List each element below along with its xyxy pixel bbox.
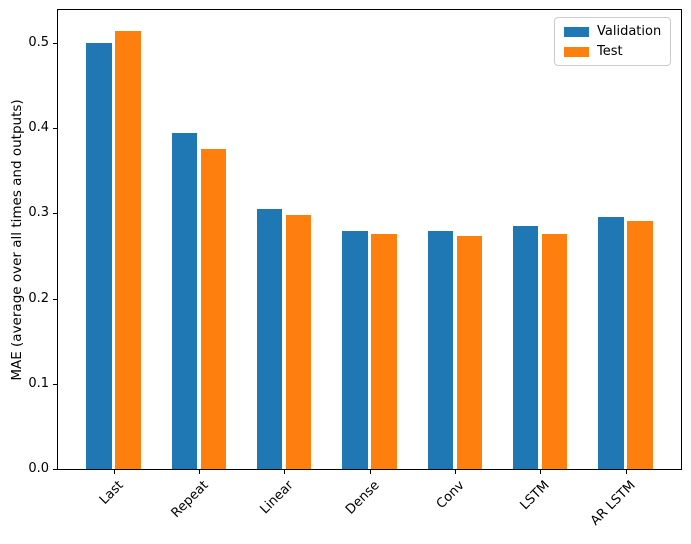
y-tick-mark <box>53 128 57 130</box>
bar-test-repeat <box>200 148 227 469</box>
bar-test-last <box>115 31 141 469</box>
bar-test-dense <box>371 234 397 469</box>
legend: Validation Test <box>554 17 672 66</box>
y-tick-label: 0.0 <box>28 461 49 476</box>
y-tick-label: 0.1 <box>28 375 49 391</box>
x-tick-mark <box>369 470 371 474</box>
x-tick-mark <box>625 470 627 474</box>
y-tick-label: 0.5 <box>28 35 49 51</box>
bar-test-ar-lstm <box>627 220 653 469</box>
legend-label: Validation <box>597 24 662 39</box>
x-tick-mark <box>198 470 200 474</box>
y-tick-mark <box>53 383 57 385</box>
legend-swatch-validation <box>564 26 589 37</box>
x-tick-mark <box>540 470 542 474</box>
x-tick-mark <box>284 470 286 474</box>
bar-validation-lstm <box>512 225 539 469</box>
y-axis-label: MAE (average over all times and outputs) <box>9 99 25 381</box>
bar-validation-dense <box>342 231 368 469</box>
y-tick-mark <box>53 469 57 470</box>
plot-area <box>57 9 682 470</box>
bar-validation-repeat <box>171 133 198 469</box>
bar-validation-linear <box>256 208 283 469</box>
bar-validation-ar-lstm <box>598 216 624 469</box>
bar-test-linear <box>285 214 312 469</box>
y-tick-label: 0.3 <box>28 205 49 221</box>
x-tick-label-last: Last <box>96 478 127 508</box>
bar-test-conv <box>456 236 483 469</box>
bar-validation-conv <box>427 231 454 469</box>
bar-validation-last <box>86 43 112 469</box>
y-tick-mark <box>53 298 57 300</box>
y-tick-mark <box>53 213 57 215</box>
y-tick-label: 0.2 <box>28 290 49 306</box>
y-tick-label: 0.4 <box>28 120 49 136</box>
x-tick-mark <box>113 470 115 474</box>
legend-label: Test <box>597 44 623 59</box>
legend-entry-validation: Validation <box>564 24 661 39</box>
legend-swatch-test <box>564 46 589 57</box>
legend-entry-test: Test <box>564 44 661 59</box>
x-tick-mark <box>454 470 456 474</box>
y-tick-mark <box>53 43 57 45</box>
bar-test-lstm <box>541 233 568 469</box>
